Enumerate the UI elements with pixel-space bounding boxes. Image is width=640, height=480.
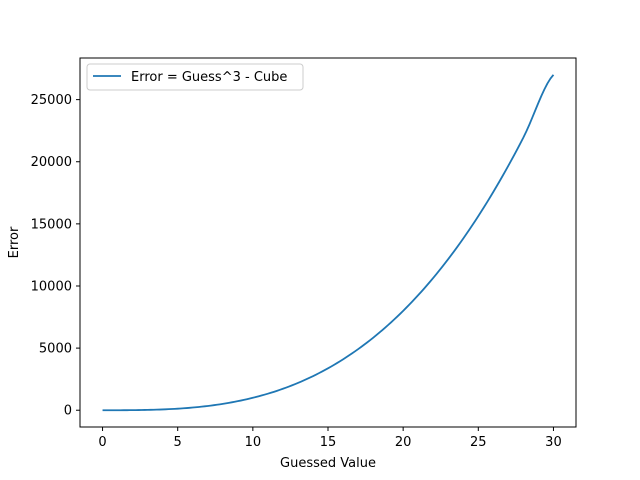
y-tick-label: 0: [64, 404, 72, 419]
series-line: [102, 74, 555, 412]
legend-box: [86, 63, 304, 91]
x-tick-label: 5: [174, 435, 182, 450]
y-tick-label: 15000: [31, 217, 72, 232]
x-tick-label: 30: [545, 435, 562, 450]
legend-entry-label: Error = Guess^3 - Cube: [131, 70, 287, 85]
y-axis: 0 5000 10000 15000 20000 25000: [31, 93, 80, 419]
y-tick-label: 25000: [31, 93, 72, 108]
x-tick-label: 20: [395, 435, 412, 450]
x-tick-label: 15: [320, 435, 337, 450]
y-tick-label: 5000: [39, 342, 72, 357]
x-axis-label: Guessed Value: [280, 456, 376, 471]
legend: Error = Guess^3 - Cube: [86, 63, 304, 91]
x-axis: 0 5 10 15 20 25 30: [98, 427, 562, 450]
x-tick-label: 10: [245, 435, 262, 450]
y-tick-label: 20000: [31, 155, 72, 170]
y-axis-label: Error: [7, 226, 22, 258]
x-tick-label: 0: [98, 435, 106, 450]
plot-area: [102, 74, 555, 412]
x-tick-label: 25: [470, 435, 487, 450]
y-tick-label: 10000: [31, 279, 72, 294]
